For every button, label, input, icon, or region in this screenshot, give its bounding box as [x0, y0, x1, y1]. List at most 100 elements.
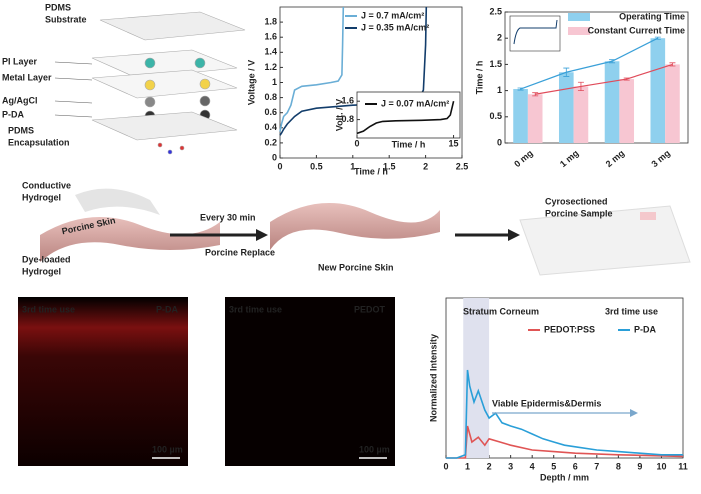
legend-swatch: [568, 13, 590, 21]
x-axis-label: Time / h: [392, 139, 426, 149]
series-line: [356, 101, 455, 135]
legend-label: J = 0.7 mA/cm²: [361, 10, 424, 20]
y-tick-label: 2: [497, 33, 502, 43]
series-line: [279, 6, 428, 136]
y-tick-label: 1: [272, 77, 277, 87]
micro-name: P-DA: [156, 304, 178, 314]
inset-curve: [513, 19, 558, 45]
annotation: 3rd time use: [605, 306, 658, 316]
inset-thumbnail: [509, 15, 561, 52]
y-tick-label: 0.4: [264, 122, 277, 132]
y-axis-label: Volt. / V: [334, 99, 344, 131]
legend-label: P-DA: [634, 324, 656, 334]
micrograph: [225, 297, 395, 466]
x-tick-label: 0: [277, 161, 282, 171]
leader-line: [54, 114, 93, 118]
x-tick-label: 3 mg: [649, 148, 672, 169]
micro-name: PEDOT: [354, 304, 386, 314]
legend-label: PEDOT:PSS: [544, 324, 595, 334]
x-tick-label: 0: [354, 138, 359, 148]
skin-label: Hydrogel: [22, 266, 61, 276]
arrow-label: Porcine Replace: [205, 247, 275, 257]
device-label: P-DA: [2, 109, 24, 119]
series-line: [446, 369, 683, 459]
x-tick-label: 4: [530, 461, 535, 471]
bar: [619, 79, 635, 143]
leader-line: [54, 100, 93, 104]
micro-label: 3rd time use: [229, 304, 282, 314]
scale-label: 100 µm: [152, 444, 183, 454]
y-tick-label: 1.2: [264, 62, 277, 72]
plot-frame: [445, 297, 684, 459]
scale-label: 100 µm: [359, 444, 390, 454]
device-illustration: [91, 11, 246, 155]
x-tick-label: 0: [443, 461, 448, 471]
y-tick-label: 0: [272, 152, 277, 162]
y-tick-label: 1.6: [264, 32, 277, 42]
x-tick-label: 1.5: [383, 161, 396, 171]
bar: [513, 89, 528, 143]
y-axis-label: Normalized Intensity: [428, 334, 438, 422]
x-tick-label: 15: [449, 138, 459, 148]
y-tick-label: 0.5: [489, 111, 502, 121]
x-tick-label: 8: [616, 461, 621, 471]
bar: [650, 38, 666, 144]
y-tick-label: 1.4: [264, 47, 277, 57]
legend-label: Constant Current Time: [588, 25, 685, 35]
series-line: [279, 6, 345, 132]
skin-illustrations: [40, 188, 691, 276]
device-label: PDMS: [45, 2, 71, 12]
device-label: Metal Layer: [2, 72, 52, 82]
y-tick-label: 0: [497, 137, 502, 147]
micrograph: [18, 297, 188, 466]
x-axis-label: Depth / mm: [540, 472, 589, 482]
skin-label: Conductive: [22, 180, 71, 190]
y-axis-label: Voltage / V: [246, 60, 256, 105]
plot-frame: [504, 11, 689, 144]
x-tick-label: 1 mg: [558, 148, 581, 169]
leader-line: [54, 61, 93, 65]
x-tick-label: 5: [551, 461, 556, 471]
x-tick-label: 11: [678, 461, 688, 471]
sample-label: Porcine Sample: [545, 208, 613, 218]
x-tick-label: 6: [573, 461, 578, 471]
x-tick-label: 0.5: [310, 161, 323, 171]
legend-swatch: [568, 27, 590, 35]
x-axis-label: Time / h: [354, 166, 388, 176]
device-label: PDMS: [8, 125, 34, 135]
bar: [558, 72, 574, 143]
skin-label: Hydrogel: [22, 192, 61, 202]
x-tick-label: 7: [594, 461, 599, 471]
x-tick-label: 10: [656, 461, 666, 471]
x-tick-label: 9: [637, 461, 642, 471]
annotation: Stratum Corneum: [463, 306, 539, 316]
y-tick-label: 1.5: [489, 59, 502, 69]
annotation: Viable Epidermis&Dermis: [492, 398, 601, 408]
arrow-label: Every 30 min: [200, 212, 256, 222]
x-tick-label: 0 mg: [512, 148, 535, 169]
bar: [573, 86, 589, 143]
y-tick-label: 0.6: [264, 107, 277, 117]
y-tick-label: 0.8: [341, 114, 354, 124]
legend-label: Operating Time: [619, 11, 685, 21]
device-label: Substrate: [45, 14, 87, 24]
device-label: Ag/AgCl: [2, 95, 38, 105]
x-tick-label: 2: [423, 161, 428, 171]
annotation-arrowhead: [630, 409, 638, 417]
skin-label: Dye-loaded: [22, 254, 71, 264]
micro-label: 3rd time use: [22, 304, 75, 314]
y-tick-label: 0.8: [264, 92, 277, 102]
y-tick-label: 1.8: [264, 16, 277, 26]
sample-label: Cyrosectioned: [545, 196, 608, 206]
plot-frame: [356, 91, 461, 139]
y-tick-label: 0.2: [264, 137, 277, 147]
legend-label: J = 0.07 mA/cm²: [381, 98, 449, 108]
legend-label: J = 0.35 mA/cm²: [361, 22, 429, 32]
bar: [665, 64, 680, 143]
device-label: PI Layer: [2, 56, 38, 66]
new-skin-label: New Porcine Skin: [318, 262, 394, 272]
y-tick-label: 1.6: [341, 96, 354, 106]
x-tick-label: 1: [350, 161, 355, 171]
x-tick-label: 1: [465, 461, 470, 471]
